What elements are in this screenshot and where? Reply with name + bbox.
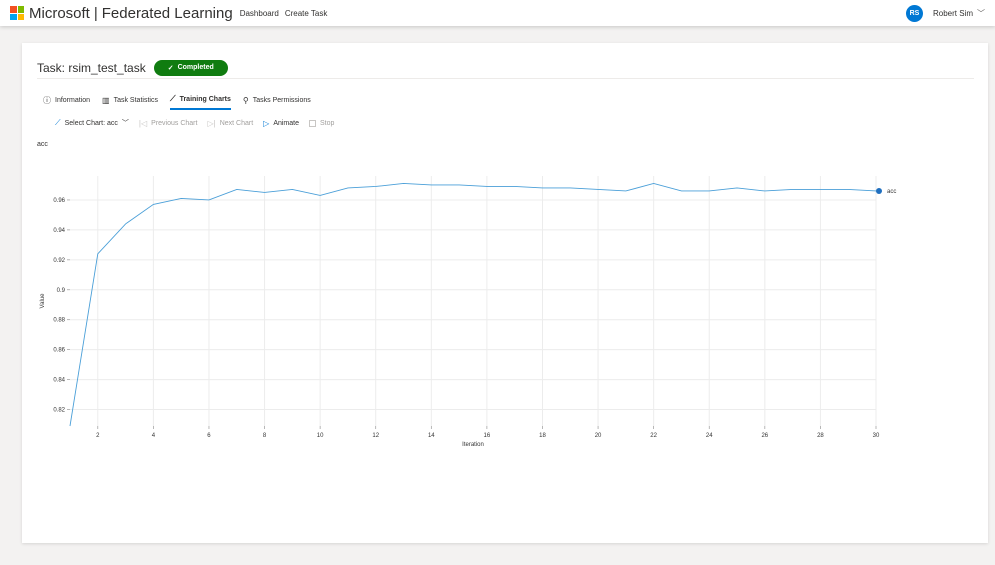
logo-square-blue [10, 13, 17, 20]
checkmark-icon: ✓ [167, 64, 174, 72]
tab-tasks-permissions[interactable]: ⚲ Tasks Permissions [243, 94, 311, 110]
command-bar: ⟋ Select Chart: acc ﹀ |◁ Previous Chart … [55, 118, 334, 128]
stop-label: Stop [320, 119, 335, 127]
y-tick-label: 0.86 [53, 348, 65, 354]
y-axis-title: Value [40, 293, 46, 309]
legend-label-acc: acc [887, 189, 896, 195]
x-tick-label: 18 [539, 433, 546, 439]
y-tick-label: 0.84 [53, 378, 65, 384]
y-tick-label: 0.9 [57, 288, 66, 294]
y-tick-label: 0.82 [53, 408, 65, 414]
x-tick-label: 14 [428, 433, 435, 439]
next-icon: ▷| [207, 118, 216, 128]
chart-name: acc [37, 141, 48, 148]
bar-chart-icon: ▥ [102, 95, 110, 105]
x-tick-label: 28 [817, 433, 824, 439]
next-chart-button[interactable]: ▷| Next Chart [207, 119, 253, 128]
tab-label: Task Statistics [113, 96, 158, 104]
status-badge-label: Completed [177, 64, 214, 71]
x-axis-title: Iteration [462, 442, 484, 448]
previous-icon: |◁ [138, 118, 148, 128]
next-chart-label: Next Chart [219, 119, 254, 127]
tab-information[interactable]: ⓘ Information [43, 94, 90, 110]
tab-label: Information [55, 96, 91, 104]
product-name[interactable]: Federated Learning [101, 4, 233, 22]
legend-marker-acc [876, 187, 882, 194]
tab-training-charts[interactable]: ⟋ Training Charts [169, 94, 231, 110]
x-tick-label: 2 [96, 433, 100, 439]
animate-button[interactable]: ▷ Animate [263, 119, 299, 128]
logo-square-yellow [17, 13, 24, 20]
training-chart: 2 4 6 8 10 12 14 16 18 20 22 24 26 28 300.820.840.860.… [40, 176, 896, 448]
y-tick-label: 0.94 [53, 228, 65, 234]
task-header: Task: rsim_test_task ✓ Completed [37, 58, 974, 79]
animate-label: Animate [273, 119, 299, 127]
brand-separator: | [93, 4, 98, 22]
user-name[interactable]: Robert Sim [932, 8, 973, 18]
tab-bar: ⓘ Information ▥ Task Statistics ⟋ Traini… [43, 94, 311, 110]
status-badge: ✓ Completed [153, 59, 228, 76]
x-tick-label: 16 [484, 433, 491, 439]
tab-task-statistics[interactable]: ▥ Task Statistics [102, 94, 158, 110]
page-title: Task: rsim_test_task [37, 60, 146, 75]
x-tick-label: 6 [207, 433, 211, 439]
user-menu[interactable]: RS Robert Sim ﹀ [905, 4, 985, 22]
select-chart-dropdown[interactable]: ⟋ Select Chart: acc ﹀ [55, 118, 129, 128]
x-tick-label: 20 [595, 433, 602, 439]
tab-label: Training Charts [179, 95, 231, 103]
line-chart-icon: ⟋ [55, 118, 61, 127]
info-icon: ⓘ [43, 95, 51, 105]
line-chart-icon: ⟋ [169, 94, 176, 103]
top-bar: Microsoft | Federated Learning Dashboard… [0, 0, 995, 26]
tab-label: Tasks Permissions [252, 96, 311, 104]
y-tick-label: 0.92 [53, 258, 65, 264]
x-tick-label: 24 [706, 433, 713, 439]
previous-chart-button[interactable]: |◁ Previous Chart [139, 119, 198, 128]
stop-icon [309, 119, 316, 127]
x-tick-label: 12 [372, 433, 379, 439]
x-tick-label: 26 [761, 433, 768, 439]
logo-square-red [10, 6, 17, 13]
y-tick-label: 0.96 [53, 198, 65, 204]
task-card: Task: rsim_test_task ✓ Completed ⓘ Infor… [22, 43, 988, 543]
x-tick-label: 22 [650, 433, 657, 439]
y-tick-label: 0.88 [53, 318, 65, 324]
logo-square-green [17, 6, 24, 13]
x-tick-label: 30 [873, 433, 880, 439]
chevron-down-icon[interactable]: ﹀ [977, 8, 985, 18]
key-icon: ⚲ [242, 95, 249, 105]
nav-create-task[interactable]: Create Task [284, 8, 328, 18]
x-tick-label: 8 [263, 433, 267, 439]
x-tick-label: 4 [152, 433, 156, 439]
series-line-acc [69, 183, 877, 427]
chevron-down-icon: ﹀ [121, 120, 129, 127]
stop-button[interactable]: Stop [309, 119, 335, 127]
brand-name[interactable]: Microsoft [29, 4, 90, 22]
select-chart-label: Select Chart: acc [64, 119, 118, 127]
previous-chart-label: Previous Chart [151, 119, 198, 127]
x-tick-label: 10 [317, 433, 324, 439]
play-icon: ▷ [263, 118, 270, 128]
avatar[interactable]: RS [905, 4, 923, 22]
nav-dashboard[interactable]: Dashboard [239, 8, 279, 18]
microsoft-logo-icon[interactable] [10, 6, 24, 20]
